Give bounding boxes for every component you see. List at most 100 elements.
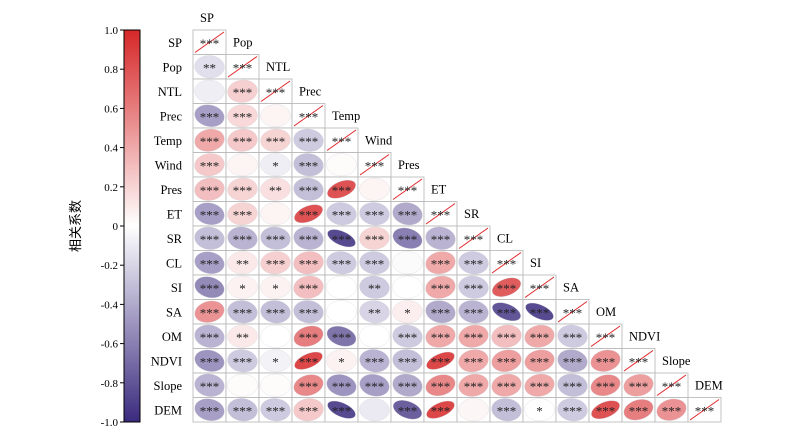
significance-label: **	[368, 305, 381, 320]
correlation-ellipse	[425, 226, 456, 250]
significance-label: ***	[299, 158, 319, 173]
diagonal-label: ***	[332, 134, 352, 149]
correlation-ellipse	[194, 251, 225, 274]
diagonal-slash	[524, 276, 555, 298]
column-label: Temp	[332, 109, 360, 123]
correlation-ellipse	[590, 374, 621, 396]
correlation-ellipse	[260, 104, 291, 128]
correlation-ellipse	[458, 373, 489, 397]
colorbar-label: 相关系数	[68, 200, 83, 252]
significance-label: ***	[431, 232, 451, 247]
diagonal-label: ***	[464, 232, 484, 247]
significance-label: ***	[200, 379, 220, 394]
row-label: DEM	[154, 403, 182, 417]
significance-label: ***	[431, 354, 451, 369]
row-label: SA	[166, 305, 182, 319]
correlation-ellipse	[194, 226, 225, 250]
diagonal-slash	[359, 154, 390, 176]
significance-label: ***	[365, 379, 385, 394]
correlation-ellipse	[327, 229, 356, 248]
correlation-ellipse	[524, 373, 555, 397]
correlation-ellipse	[327, 400, 356, 419]
correlation-ellipse	[227, 398, 258, 422]
correlation-ellipse	[425, 251, 456, 275]
correlation-ellipse	[393, 400, 422, 420]
correlation-ellipse	[227, 324, 258, 348]
correlation-ellipse	[458, 349, 489, 373]
correlation-ellipse	[260, 373, 291, 397]
correlation-ellipse	[260, 300, 291, 324]
significance-label: *	[338, 354, 345, 369]
correlation-ellipse	[293, 226, 324, 250]
significance-label: ***	[200, 134, 220, 149]
correlation-ellipse	[227, 226, 258, 250]
correlation-ellipse	[326, 275, 357, 299]
significance-label: ***	[497, 354, 517, 369]
diagonal-label: ***	[497, 256, 517, 271]
correlation-ellipse	[359, 251, 390, 275]
column-label: ET	[431, 183, 447, 197]
correlation-ellipse	[557, 398, 588, 422]
row-label: SP	[168, 36, 182, 50]
diagonal-slash	[392, 178, 423, 200]
correlation-ellipse	[260, 226, 291, 250]
correlation-ellipse	[326, 374, 357, 397]
correlation-ellipse	[293, 300, 324, 324]
correlation-ellipse	[359, 374, 390, 397]
significance-label: ***	[200, 354, 220, 369]
correlation-ellipse	[525, 302, 554, 321]
column-label: SP	[200, 11, 214, 25]
diagonal-label: ***	[266, 85, 286, 100]
correlation-ellipse	[359, 324, 390, 348]
correlation-ellipse	[557, 373, 588, 397]
significance-label: ***	[200, 281, 220, 296]
correlation-ellipse	[524, 349, 555, 372]
correlation-ellipse	[326, 202, 357, 226]
correlation-ellipse	[524, 398, 555, 422]
diagonal-label: ***	[695, 403, 715, 418]
diagonal-slash	[656, 374, 687, 396]
correlation-ellipse	[392, 251, 423, 275]
correlation-ellipse	[194, 398, 225, 421]
significance-label: ***	[299, 183, 319, 198]
significance-label: *	[239, 281, 246, 296]
correlation-ellipse	[392, 373, 423, 397]
significance-label: ***	[332, 232, 352, 247]
significance-label: ***	[563, 379, 583, 394]
significance-label: **	[203, 60, 216, 75]
row-label: Slope	[154, 379, 183, 393]
correlation-ellipse	[327, 180, 356, 199]
significance-label: ***	[464, 330, 484, 345]
significance-label: ***	[233, 183, 253, 198]
colorbar-tick-label: 0	[113, 221, 119, 233]
correlation-ellipse	[293, 398, 324, 422]
significance-label: ***	[299, 330, 319, 345]
correlation-ellipse	[491, 373, 522, 397]
significance-label: **	[236, 256, 249, 271]
correlation-ellipse	[359, 177, 390, 201]
significance-label: ***	[266, 232, 286, 247]
correlation-ellipse	[227, 349, 258, 373]
significance-label: ***	[299, 256, 319, 271]
correlation-ellipse	[591, 400, 620, 419]
correlation-ellipse	[458, 251, 489, 275]
significance-label: ***	[233, 85, 253, 100]
significance-label: ***	[299, 281, 319, 296]
correlation-ellipse	[359, 226, 390, 250]
significance-label: ***	[365, 256, 385, 271]
significance-label: ***	[497, 330, 517, 345]
correlation-ellipse	[194, 349, 225, 372]
row-label: SR	[167, 232, 183, 246]
significance-label: ***	[629, 379, 649, 394]
correlation-ellipse	[260, 251, 291, 275]
diagonal-slash	[194, 31, 225, 53]
correlation-ellipse	[294, 351, 323, 370]
significance-label: ***	[431, 281, 451, 296]
significance-label: ***	[233, 109, 253, 124]
significance-label: ***	[431, 403, 451, 418]
correlation-ellipse	[293, 325, 324, 347]
significance-label: ***	[200, 207, 220, 222]
colorbar-tick-label: -0.2	[101, 260, 118, 272]
correlation-ellipse	[293, 275, 324, 299]
row-label: ET	[167, 207, 183, 221]
